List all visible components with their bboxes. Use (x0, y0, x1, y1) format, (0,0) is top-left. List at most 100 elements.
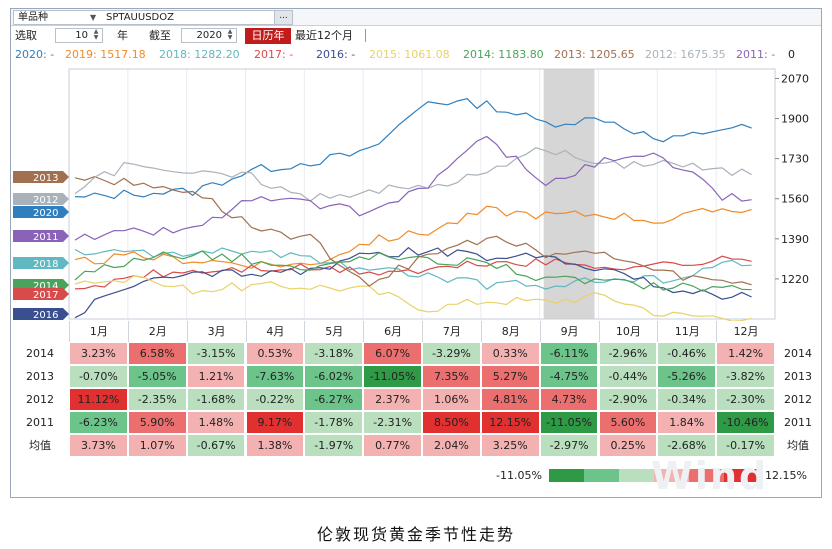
legend-item[interactable]: 2018: 1282.20 (159, 48, 240, 61)
years-stepper[interactable]: 10 ▲ ▼ (55, 28, 103, 43)
table-cell: 1.06% (423, 389, 480, 410)
row-label-right: 2011 (784, 416, 812, 429)
series-tag-2016 (13, 308, 69, 320)
table-cell: -1.68% (187, 389, 245, 410)
series-tag-label: 2017 (33, 290, 58, 301)
row-label-right: 2014 (784, 347, 812, 360)
stepper-arrows-icon[interactable]: ▲ ▼ (227, 28, 233, 41)
series-tag-label: 2020 (33, 208, 58, 219)
stepper-arrows-icon[interactable]: ▲ ▼ (93, 28, 99, 41)
dropdown-icon[interactable]: ▼ (90, 13, 97, 22)
legend-item[interactable]: 2014: 1183.80 (463, 48, 544, 61)
seasonality-chart: 1220 1390 1560 1730 1900 2070 2013 2012 2020 2011… (13, 68, 809, 321)
table-cell: 3.23% (70, 343, 127, 364)
legend-item[interactable]: 2015: 1061.08 (369, 48, 450, 61)
scale-swatch (619, 469, 654, 482)
separator (365, 29, 366, 42)
variety-selector[interactable]: 单品种 ▼ SPTAUUSDOZ ... (13, 10, 293, 25)
series-tag-label: 2011 (33, 232, 58, 243)
table-cell: 2.04% (423, 435, 480, 456)
table-cell: 1.21% (187, 366, 245, 387)
table-cell: 11.12% (70, 389, 127, 410)
table-cell: -1.97% (305, 435, 363, 456)
table-cell: -6.27% (305, 389, 363, 410)
figure-caption: 伦敦现货黄金季节性走势 (316, 525, 515, 544)
symbol-field[interactable]: SPTAUUSDOZ (106, 12, 174, 23)
legend: 2020: - 2019: 1517.18 2018: 1282.20 2017: -… (11, 47, 821, 63)
legend-item[interactable]: 2017: - (254, 48, 294, 61)
scale-max-label: 12.15% (765, 469, 807, 482)
table-cell: -2.68% (658, 435, 716, 456)
series-tag-2011 (13, 230, 69, 242)
until-year-stepper[interactable]: 2020 ▲ ▼ (181, 28, 237, 43)
table-cell: -6.11% (540, 343, 598, 364)
series-line-2014 (74, 250, 752, 292)
table-cell: 7.35% (423, 366, 480, 387)
scale-swatch (584, 469, 619, 482)
row-label-left: 均值 (29, 439, 51, 452)
years-value: 10 (75, 30, 88, 41)
table-cell: -2.30% (717, 389, 774, 410)
until-value: 2020 (196, 30, 222, 41)
table-cell: 1.07% (128, 435, 186, 456)
table-cell: -2.31% (364, 412, 421, 433)
variety-label: 单品种 (18, 12, 48, 23)
series-tag-2018 (13, 257, 69, 269)
row-label-right: 2012 (784, 393, 812, 406)
table-cell: 1.48% (187, 412, 245, 433)
until-label: 截至 (149, 29, 171, 42)
month-axis: 1月 2月 3月 4月 5月 6月 7月 8月 9月 10月 11月 12月 (69, 321, 775, 342)
month-label: 6月 (363, 321, 422, 342)
legend-item[interactable]: 2011: - (736, 48, 776, 61)
table-cell: -4.75% (540, 366, 598, 387)
table-cell: -3.18% (305, 343, 363, 364)
series-tag-2013 (13, 171, 69, 183)
table-cell: -1.78% (305, 412, 363, 433)
last-12-months-button[interactable]: 最近12个月 (295, 29, 353, 42)
legend-item[interactable]: 2019: 1517.18 (65, 48, 146, 61)
y-tick-label: 1220 (781, 273, 809, 286)
table-cell: -11.05% (364, 366, 421, 387)
month-label: 5月 (304, 321, 363, 342)
table-cell: 12.15% (481, 412, 539, 433)
table-cell: 6.07% (364, 343, 421, 364)
table-cell: 1.42% (717, 343, 774, 364)
legend-item[interactable]: 2013: 1205.65 (554, 48, 635, 61)
series-line-2012 (74, 147, 752, 202)
row-label-left: 2014 (26, 347, 54, 360)
table-cell: 9.17% (246, 412, 304, 433)
series-tag-label: 2013 (33, 173, 58, 184)
top-bar: 单品种 ▼ SPTAUUSDOZ ... (11, 9, 821, 26)
y-tick-label: 1730 (781, 153, 809, 166)
scale-min-label: -11.05% (496, 469, 542, 482)
legend-item[interactable]: 0 (788, 48, 795, 61)
controls-bar: 选取 10 ▲ ▼ 年 截至 2020 ▲ ▼ 日历年 最近12个月 (11, 27, 821, 45)
month-label: 11月 (657, 321, 716, 342)
table-cell: -0.70% (70, 366, 127, 387)
table-cell: 3.73% (70, 435, 127, 456)
y-tick-label: 2070 (781, 72, 809, 85)
table-cell: -3.29% (423, 343, 480, 364)
table-cell: -7.63% (246, 366, 304, 387)
series-tag-label: 2012 (33, 195, 58, 206)
month-label: 2月 (127, 321, 187, 342)
month-label: 7月 (422, 321, 481, 342)
legend-item[interactable]: 2012: 1675.35 (645, 48, 726, 61)
table-cell: -0.22% (246, 389, 304, 410)
table-cell: 4.73% (540, 389, 598, 410)
scale-swatch (689, 469, 724, 482)
table-cell: -5.05% (128, 366, 186, 387)
month-label: 4月 (245, 321, 305, 342)
table-cell: 5.90% (128, 412, 186, 433)
table-cell: -2.35% (128, 389, 186, 410)
calendar-year-button[interactable]: 日历年 (245, 28, 291, 44)
legend-item[interactable]: 2016: - (316, 48, 356, 61)
series-line-2011 (74, 135, 752, 241)
more-button[interactable]: ... (274, 11, 292, 24)
row-label-left: 2013 (26, 370, 54, 383)
row-label-left: 2012 (26, 393, 54, 406)
table-cell: 0.25% (599, 435, 657, 456)
table-cell: -2.97% (540, 435, 598, 456)
y-tick-label: 1900 (781, 113, 809, 126)
legend-item[interactable]: 2020: - (15, 48, 55, 61)
